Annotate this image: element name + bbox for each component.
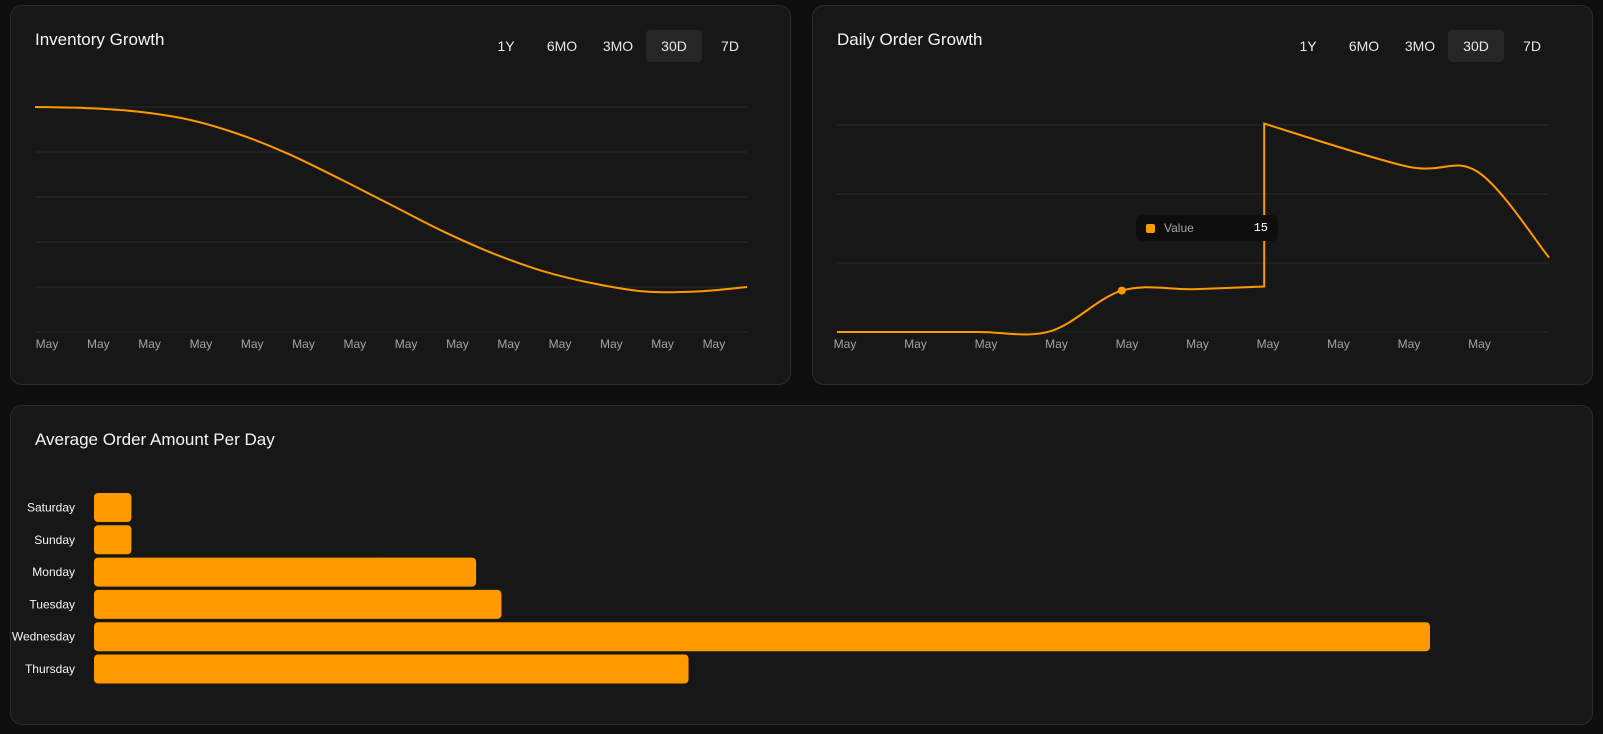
x-tick-label: May [703, 337, 726, 351]
orders-series-line [837, 122, 1550, 336]
x-tick-label: May [292, 337, 315, 351]
x-tick-label: May [1045, 337, 1068, 351]
bar-tuesday [94, 589, 502, 619]
x-tick-label: May [87, 337, 110, 351]
y-tick-label: Sunday [34, 533, 75, 547]
average-order-amount-title: Average Order Amount Per Day [35, 430, 275, 449]
active-data-point[interactable] [1117, 286, 1126, 295]
tab-1y[interactable]: 1Y [497, 38, 515, 54]
chart-tooltip: Value 15 [1136, 215, 1278, 241]
inventory-range-tabs: 1Y 6MO 3MO 30D 7D [478, 30, 758, 62]
y-tick-label: Thursday [25, 662, 75, 676]
daily-order-growth-title: Daily Order Growth [837, 30, 983, 49]
y-tick-label: Monday [32, 565, 75, 579]
bar-wednesday [94, 622, 1430, 652]
x-tick-label: May [1257, 337, 1280, 351]
x-tick-label: May [600, 337, 623, 351]
bar-saturday [94, 493, 132, 522]
x-tick-label: May [190, 337, 213, 351]
tooltip-label: Value [1164, 221, 1194, 235]
bar-monday [94, 557, 477, 587]
x-tick-label: May [549, 337, 572, 351]
x-tick-label: May [446, 337, 469, 351]
x-tick-label: May [1116, 337, 1139, 351]
x-tick-label: May [651, 337, 674, 351]
x-tick-label: May [36, 337, 59, 351]
tab-1y[interactable]: 1Y [1299, 38, 1317, 54]
x-tick-label: May [343, 337, 366, 351]
tab-3mo[interactable]: 3MO [1404, 38, 1436, 54]
tab-6mo[interactable]: 6MO [546, 38, 578, 54]
tab-6mo[interactable]: 6MO [1348, 38, 1380, 54]
x-tick-label: May [497, 337, 520, 351]
x-tick-label: May [1186, 337, 1209, 351]
average-order-amount-card: Average Order Amount Per Day Saturday Sun… [10, 405, 1593, 725]
orders-range-tabs: 1Y 6MO 3MO 30D 7D [1280, 30, 1560, 62]
x-tick-label: May [1398, 337, 1421, 351]
x-tick-label: May [975, 337, 998, 351]
x-tick-label: May [904, 337, 927, 351]
inventory-growth-chart: May May May May May May May May May May May May May M… [34, 106, 748, 351]
x-tick-label: May [1327, 337, 1350, 351]
bar-thursday [94, 654, 689, 684]
inventory-growth-title: Inventory Growth [35, 30, 165, 49]
inventory-growth-card: Inventory Growth 1Y 6MO 3MO 30D 7D May Ma… [10, 5, 791, 385]
tab-7d[interactable]: 7D [721, 38, 739, 54]
tooltip-swatch [1146, 223, 1155, 233]
tab-7d[interactable]: 7D [1523, 38, 1541, 54]
bar-sunday [94, 525, 132, 555]
x-tick-label: May [1468, 337, 1491, 351]
tab-30d[interactable]: 30D [1448, 30, 1504, 62]
tab-3mo[interactable]: 3MO [602, 38, 634, 54]
y-tick-label: Saturday [27, 501, 75, 515]
daily-order-growth-chart: May May May May May May May May May May [834, 122, 1550, 351]
y-tick-label: Tuesday [29, 597, 75, 611]
x-tick-label: May [138, 337, 161, 351]
tooltip-value: 15 [1253, 221, 1268, 235]
x-tick-label: May [834, 337, 857, 351]
inventory-series-line [34, 106, 748, 294]
y-tick-label: Wednesday [12, 630, 75, 644]
daily-order-growth-card: Daily Order Growth 1Y 6MO 3MO 30D 7D May… [812, 5, 1593, 385]
x-tick-label: May [241, 337, 264, 351]
tab-30d[interactable]: 30D [646, 30, 702, 62]
average-order-amount-chart: Saturday Sunday Monday Tuesday Wednesday Thur… [12, 493, 1430, 684]
x-tick-label: May [395, 337, 418, 351]
